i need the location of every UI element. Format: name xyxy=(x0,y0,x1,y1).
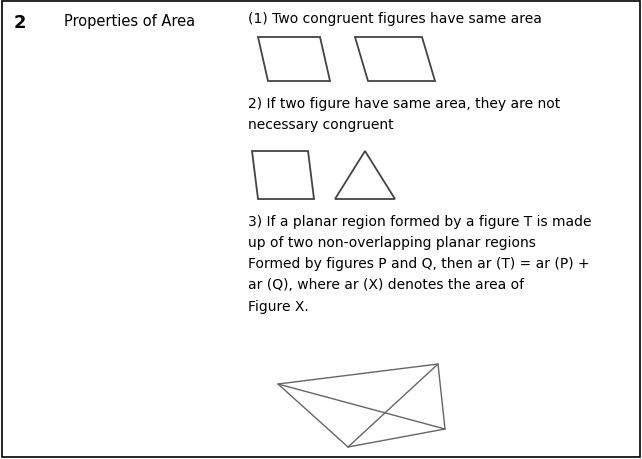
Text: 3) If a planar region formed by a figure T is made
up of two non-overlapping pla: 3) If a planar region formed by a figure… xyxy=(248,214,591,249)
Polygon shape xyxy=(278,364,445,447)
Text: Formed by figures P and Q, then ar (T) = ar (P) +
ar (Q), where ar (X) denotes t: Formed by figures P and Q, then ar (T) =… xyxy=(248,257,589,291)
Text: Figure X.: Figure X. xyxy=(248,299,309,313)
Polygon shape xyxy=(252,151,314,200)
Text: Properties of Area: Properties of Area xyxy=(64,14,196,29)
Polygon shape xyxy=(258,38,330,82)
Text: 2) If two figure have same area, they are not
necessary congruent: 2) If two figure have same area, they ar… xyxy=(248,97,560,131)
Text: 2: 2 xyxy=(14,14,26,32)
Polygon shape xyxy=(335,151,395,200)
Polygon shape xyxy=(355,38,435,82)
Text: (1) Two congruent figures have same area: (1) Two congruent figures have same area xyxy=(248,12,542,26)
